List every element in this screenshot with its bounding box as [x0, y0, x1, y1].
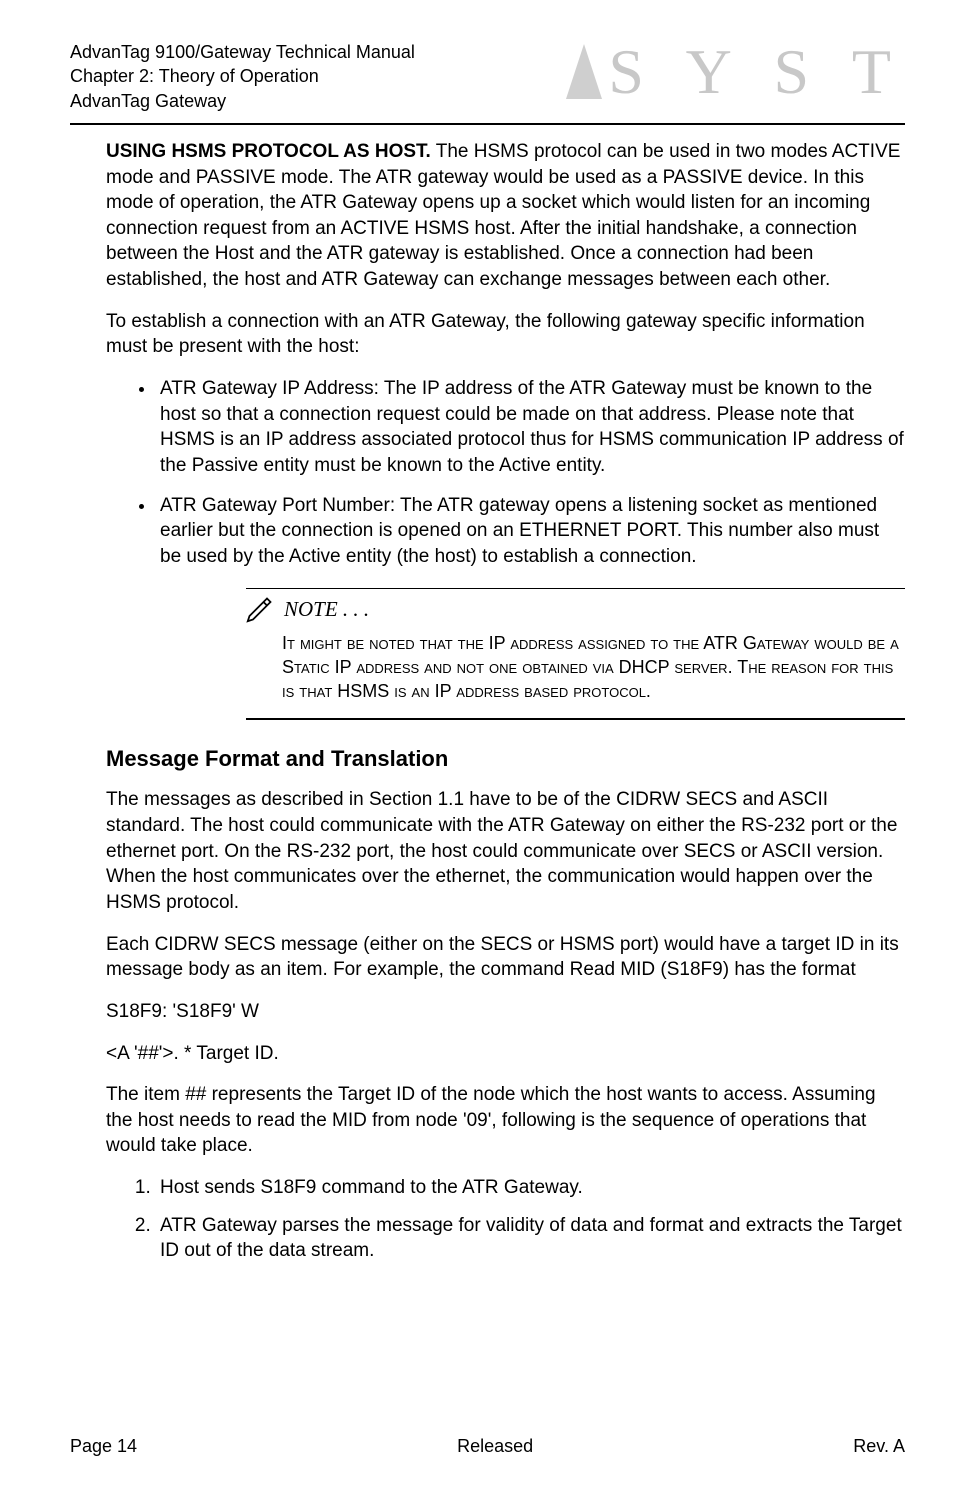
paragraph-msg-1: The messages as described in Section 1.1…	[106, 787, 905, 915]
note-title: NOTE . . .	[284, 595, 369, 623]
numbered-item: Host sends S18F9 command to the ATR Gate…	[156, 1175, 905, 1201]
numbered-item: ATR Gateway parses the message for valid…	[156, 1213, 905, 1264]
pencil-icon	[246, 595, 274, 623]
header-rule	[70, 123, 905, 125]
paragraph-hsms-host: USING HSMS PROTOCOL AS HOST. The HSMS pr…	[106, 139, 905, 293]
page: AdvanTag 9100/Gateway Technical Manual C…	[0, 0, 975, 1497]
page-footer: Page 14 Released Rev. A	[70, 1436, 905, 1457]
content: USING HSMS PROTOCOL AS HOST. The HSMS pr…	[70, 139, 905, 1264]
header-line-1: AdvanTag 9100/Gateway Technical Manual	[70, 40, 415, 64]
header-line-3: AdvanTag Gateway	[70, 89, 415, 113]
note-body: It might be noted that the IP address as…	[246, 631, 905, 704]
logo: S Y S T	[566, 40, 905, 104]
paragraph-target-id-fmt: <A '##'>. * Target ID.	[106, 1041, 905, 1067]
paragraph-msg-2: Each CIDRW SECS message (either on the S…	[106, 932, 905, 983]
footer-center: Released	[457, 1436, 533, 1457]
footer-right: Rev. A	[853, 1436, 905, 1457]
header-line-2: Chapter 2: Theory of Operation	[70, 64, 415, 88]
logo-text: S Y S T	[608, 40, 905, 104]
p1-rest: The HSMS protocol can be used in two mod…	[106, 141, 900, 290]
note-rule-bottom	[246, 718, 905, 720]
header-right: S Y S T	[566, 40, 905, 104]
bullet-item: ATR Gateway Port Number: The ATR gateway…	[156, 493, 905, 570]
bullet-list: ATR Gateway IP Address: The IP address o…	[106, 376, 905, 569]
numbered-list: Host sends S18F9 command to the ATR Gate…	[106, 1175, 905, 1264]
footer-left: Page 14	[70, 1436, 137, 1457]
note-head: NOTE . . .	[246, 595, 905, 623]
page-header: AdvanTag 9100/Gateway Technical Manual C…	[70, 40, 905, 113]
note-rule-top	[246, 588, 905, 589]
paragraph-s18f9: S18F9: 'S18F9' W	[106, 999, 905, 1025]
header-left: AdvanTag 9100/Gateway Technical Manual C…	[70, 40, 415, 113]
logo-triangle-icon	[566, 44, 602, 99]
p1-bold: USING HSMS PROTOCOL AS HOST.	[106, 141, 431, 162]
note-block: NOTE . . . It might be noted that the IP…	[246, 588, 905, 720]
paragraph-target-desc: The item ## represents the Target ID of …	[106, 1082, 905, 1159]
heading-message-format: Message Format and Translation	[106, 744, 905, 774]
bullet-item: ATR Gateway IP Address: The IP address o…	[156, 376, 905, 479]
paragraph-establish: To establish a connection with an ATR Ga…	[106, 309, 905, 360]
